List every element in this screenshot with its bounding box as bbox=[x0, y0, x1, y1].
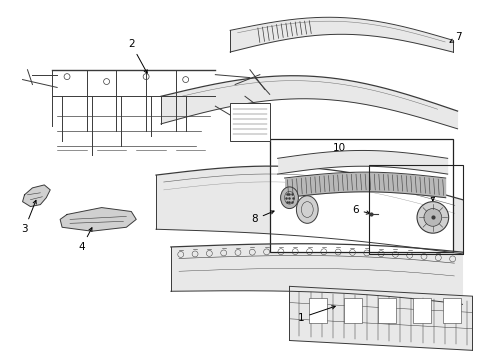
Text: 5: 5 bbox=[430, 157, 436, 167]
Text: 2: 2 bbox=[128, 39, 147, 73]
Ellipse shape bbox=[281, 187, 298, 208]
Bar bbox=[368, 165, 463, 254]
Text: 6: 6 bbox=[352, 204, 370, 215]
Polygon shape bbox=[23, 185, 50, 207]
Bar bbox=[344, 298, 362, 323]
Circle shape bbox=[417, 202, 449, 233]
FancyBboxPatch shape bbox=[230, 103, 270, 141]
Bar bbox=[270, 139, 453, 252]
Text: 4: 4 bbox=[78, 228, 92, 252]
Bar bbox=[443, 298, 461, 323]
Ellipse shape bbox=[296, 196, 318, 223]
Bar bbox=[413, 298, 431, 323]
Bar bbox=[309, 298, 327, 323]
Text: 9: 9 bbox=[430, 190, 436, 200]
Text: 7: 7 bbox=[450, 32, 462, 42]
Text: 3: 3 bbox=[21, 200, 36, 234]
Text: 1: 1 bbox=[298, 306, 335, 323]
Text: 10: 10 bbox=[318, 144, 345, 161]
Polygon shape bbox=[60, 208, 136, 231]
Circle shape bbox=[424, 208, 442, 226]
Text: 8: 8 bbox=[251, 211, 274, 224]
Bar bbox=[378, 298, 396, 323]
